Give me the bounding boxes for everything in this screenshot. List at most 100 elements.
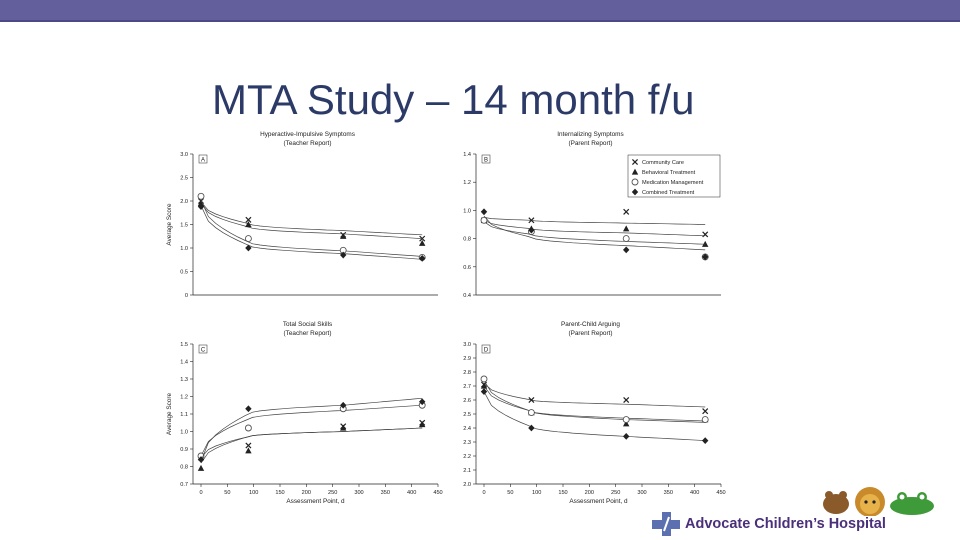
panel-letter: B [484,158,488,164]
panel-letter-box [198,344,208,354]
y-axis-label: Average Score [166,203,173,246]
data-point [623,433,630,440]
y-tick-label: 0.8 [180,465,188,471]
y-tick-label: 1.4 [180,360,188,366]
chart-title: Internalizing Symptoms [557,131,623,138]
chart-subtitle: (Teacher Report) [284,330,332,337]
fit-curve [483,391,706,441]
chart-panel-c: Total Social Skills (Teacher Report) C 0.7 0… [166,321,443,505]
legend-label: Combined Treatment [642,190,695,196]
y-tick-label: 2.4 [463,426,471,432]
x-axis-label: Assessment Point, d [286,498,345,505]
legend-marker [631,168,639,175]
data-point [622,416,630,424]
panel-letter: A [201,158,205,164]
fit-curve [483,221,706,245]
chart-panel-b: Internalizing Symptoms (Parent Report) B 0.… [463,131,721,299]
chart-title: Total Social Skills [283,321,332,328]
y-tick-label: 0 [185,293,188,299]
x-tick-label: 200 [585,490,594,496]
y-tick-label: 2.0 [180,199,188,205]
data-point [245,244,252,252]
fit-curve [483,380,706,423]
data-point [480,216,488,224]
data-point [480,382,488,389]
y-tick-label: 1.0 [463,208,471,214]
x-tick-label: 300 [354,490,363,496]
y-tick-label: 1.0 [180,430,188,436]
data-point [244,235,252,243]
y-axis-label: Average Score [166,392,173,435]
top-accent-bar [0,0,960,22]
x-tick-label: 250 [611,490,620,496]
data-point [480,375,488,383]
chart-title: Hyperactive-Impulsive Symptoms [260,131,355,138]
fit-curve [483,382,706,408]
x-tick-label: 100 [249,490,258,496]
panel-letter-box [198,154,208,164]
data-point [527,409,535,417]
y-tick-label: 1.4 [463,152,471,158]
y-tick-label: 2.8 [463,370,471,376]
panel-letter-box [481,154,491,164]
data-point [623,208,630,215]
chart-subtitle: (Teacher Report) [284,140,332,147]
y-tick-label: 2.1 [463,468,471,474]
y-tick-label: 0.9 [180,447,188,453]
fit-curve [200,203,423,239]
legend-marker [631,188,639,196]
x-tick-label: 300 [637,490,646,496]
chart-panel-d: Parent-Child Arguing (Parent Report) D 2.0 2… [463,321,725,505]
y-tick-label: 0.7 [180,482,188,488]
legend-marker [631,158,639,166]
y-tick-label: 3.0 [180,152,188,158]
chart-legend: Community Care Behavioral Treatment Medica… [627,154,721,198]
panel-letter: D [484,348,489,354]
data-point [419,398,426,406]
y-tick-label: 1.3 [180,377,188,383]
data-point [623,396,630,404]
x-tick-label: 150 [558,490,567,496]
chart-subtitle: (Parent Report) [568,330,612,337]
y-tick-label: 1.0 [180,246,188,252]
data-point [528,226,535,234]
legend-label: Medication Management [642,180,704,186]
y-tick-label: 2.5 [180,176,188,182]
legend-label: Community Care [642,160,684,166]
x-tick-label: 50 [224,490,230,496]
y-tick-label: 0.5 [180,270,188,276]
x-tick-label: 400 [407,490,416,496]
x-tick-label: 250 [328,490,337,496]
y-tick-label: 2.2 [463,454,471,460]
data-point [340,401,347,409]
y-tick-label: 1.2 [463,180,471,186]
fit-curve [483,217,706,225]
chart-subtitle: (Parent Report) [568,140,612,147]
mascots-illustration [823,487,934,516]
y-tick-label: 2.5 [463,412,471,418]
x-tick-label: 450 [433,490,442,496]
x-tick-label: 150 [275,490,284,496]
data-point [623,420,630,427]
fit-curve [200,427,423,464]
data-point [419,421,426,428]
data-point [702,231,709,238]
data-point [480,388,488,395]
y-tick-label: 2.3 [463,440,471,446]
data-point [528,396,535,404]
data-point [197,192,205,200]
data-point [702,240,709,247]
x-tick-label: 400 [690,490,699,496]
data-point [197,203,205,211]
panel-letter: C [201,348,206,354]
fit-curve [200,397,423,462]
data-point [702,437,709,444]
hospital-logo-text: Advocate Children’s Hospital [685,516,886,532]
y-tick-label: 1.1 [180,412,188,418]
y-tick-label: 1.5 [180,342,188,348]
data-point [702,408,709,415]
x-tick-label: 50 [507,490,513,496]
data-point [197,456,205,463]
panel-letter-box [481,344,491,354]
legend-marker [631,178,639,186]
